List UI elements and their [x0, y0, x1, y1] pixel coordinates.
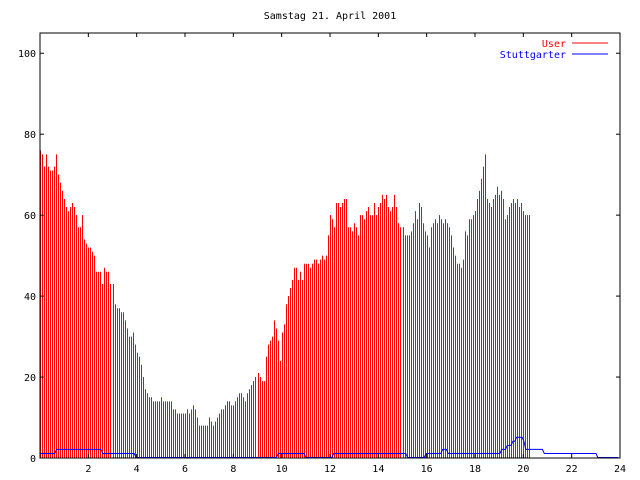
y-tick-label: 20 [24, 373, 36, 384]
x-tick-label: 22 [566, 464, 578, 475]
x-tick-label: 4 [134, 464, 140, 475]
x-tick-label: 12 [324, 464, 336, 475]
x-tick-label: 6 [182, 464, 188, 475]
y-tick-label: 100 [18, 49, 36, 60]
x-tick-label: 14 [372, 464, 384, 475]
y-tick-label: 40 [24, 292, 36, 303]
legend: User Stuttgarter [500, 39, 608, 61]
y-tick-label: 0 [30, 454, 36, 465]
x-tick-label: 2 [85, 464, 91, 475]
x-axis: 2 4 6 8 10 12 14 16 18 20 22 24 [85, 33, 626, 475]
x-tick-label: 20 [517, 464, 529, 475]
x-tick-label: 18 [469, 464, 481, 475]
y-tick-label: 80 [24, 130, 36, 141]
chart-title: Samstag 21. April 2001 [264, 11, 396, 22]
legend-label-user: User [542, 39, 566, 50]
y-tick-label: 60 [24, 211, 36, 222]
y-axis: 0 20 40 60 80 100 [18, 49, 620, 465]
stuttgarter-line [40, 436, 619, 458]
x-tick-label: 24 [614, 464, 626, 475]
x-tick-label: 8 [230, 464, 236, 475]
user-bars [40, 150, 530, 458]
x-tick-label: 10 [276, 464, 288, 475]
x-tick-label: 16 [421, 464, 433, 475]
legend-label-stuttgarter: Stuttgarter [500, 50, 566, 61]
